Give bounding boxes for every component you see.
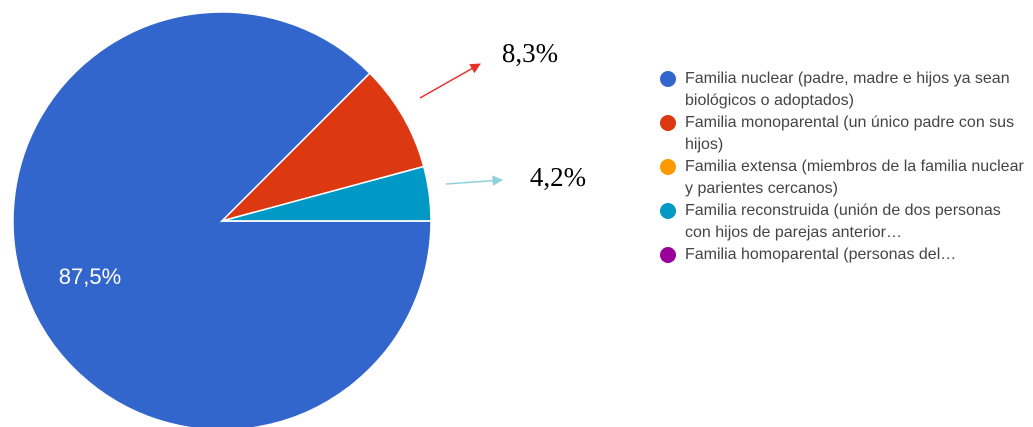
legend-label: Familia homoparental (personas del… bbox=[685, 246, 957, 263]
legend-item: Familia extensa (miembros de la familia … bbox=[660, 156, 1030, 200]
legend-label: Familia reconstruida (unión de dos perso… bbox=[685, 202, 1001, 241]
legend-marker bbox=[660, 115, 676, 131]
legend-label: Familia monoparental (un único padre con… bbox=[685, 114, 1015, 153]
legend-marker bbox=[660, 159, 676, 175]
pie-slice bbox=[219, 72, 425, 223]
legend-label: Familia extensa (miembros de la familia … bbox=[685, 158, 1024, 197]
value-label: 87,5% bbox=[59, 264, 121, 289]
legend-label: Familia nuclear (padre, madre e hijos ya… bbox=[685, 70, 1010, 109]
legend-item: Familia monoparental (un único padre con… bbox=[660, 112, 1030, 156]
pie bbox=[12, 11, 432, 427]
legend-item: Familia nuclear (padre, madre e hijos ya… bbox=[660, 68, 1030, 112]
legend-marker bbox=[660, 203, 676, 219]
value-label: 8,3% bbox=[502, 38, 558, 68]
value-label: 4,2% bbox=[530, 162, 586, 192]
legend-marker bbox=[660, 247, 676, 263]
annotation-arrow bbox=[419, 63, 481, 99]
legend-item: Familia reconstruida (unión de dos perso… bbox=[660, 200, 1030, 244]
legend: Familia nuclear (padre, madre e hijos ya… bbox=[660, 68, 1030, 266]
annotation-arrow bbox=[445, 175, 504, 186]
legend-item: Familia homoparental (personas del… bbox=[660, 244, 1030, 266]
legend-marker bbox=[660, 71, 676, 87]
